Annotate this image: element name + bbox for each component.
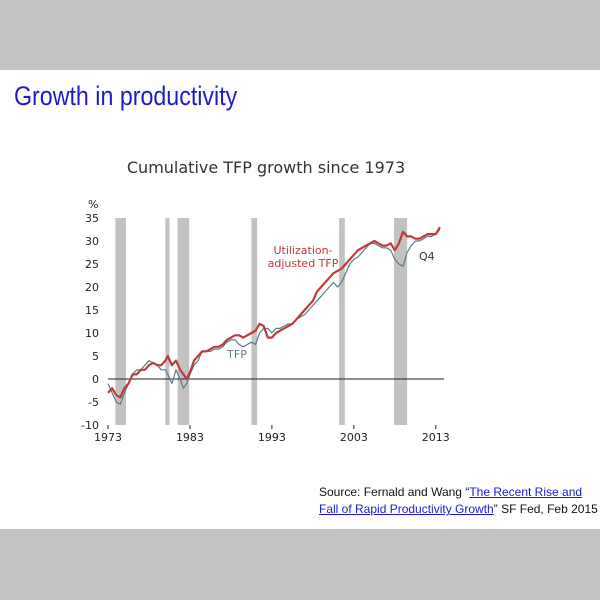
y-tick-label: 5 [92,350,99,363]
recession-band [115,218,127,425]
y-tick-label: 25 [85,258,99,271]
y-tick-label: 10 [85,327,99,340]
x-tick-label: 2013 [422,431,450,444]
tfp-series-label: TFP [226,348,247,361]
x-tick-label: 2003 [340,431,368,444]
source-article-link[interactable]: The Recent Rise and Fall of Rapid Produc… [319,485,583,516]
recession-band [177,218,190,425]
recession-band [394,218,408,425]
open-quote: “ [465,485,470,499]
utilization-series-label: Utilization-adjusted TFP [268,244,339,270]
recession-band [251,218,258,425]
source-suffix: SF Fed, Feb 2015 [497,502,598,516]
source-prefix: Source: Fernald and Wang [319,485,466,499]
y-tick-label: -5 [88,396,99,409]
tfp-line [107,229,441,405]
recession-band [339,218,345,425]
chart-title: Cumulative TFP growth since 1973 [127,158,405,177]
y-axis-label: % [88,198,98,211]
x-tick-label: 1993 [258,431,286,444]
recession-band [165,218,170,425]
utilization-adjusted-tfp-line [107,226,441,399]
y-tick-label: 30 [85,235,99,248]
y-tick-label: -10 [81,419,99,432]
y-tick-label: 15 [85,304,99,317]
quarter-annotation: Q4 [419,250,435,263]
y-tick-label: 35 [85,212,99,225]
slide-title: Growth in productivity [14,81,238,111]
slide: Growth in productivity Cumulative TFP gr… [0,70,600,529]
tfp-chart: Cumulative TFP growth since 1973% -10 -5 0 5… [81,158,450,444]
source-citation: Source: Fernald and Wang “The Recent Ris… [319,484,599,518]
x-tick-label: 1983 [176,431,204,444]
y-tick-label: 20 [85,281,99,294]
close-quote: ” [493,502,498,516]
y-tick-label: 0 [92,373,99,386]
x-tick-label: 1973 [94,431,122,444]
